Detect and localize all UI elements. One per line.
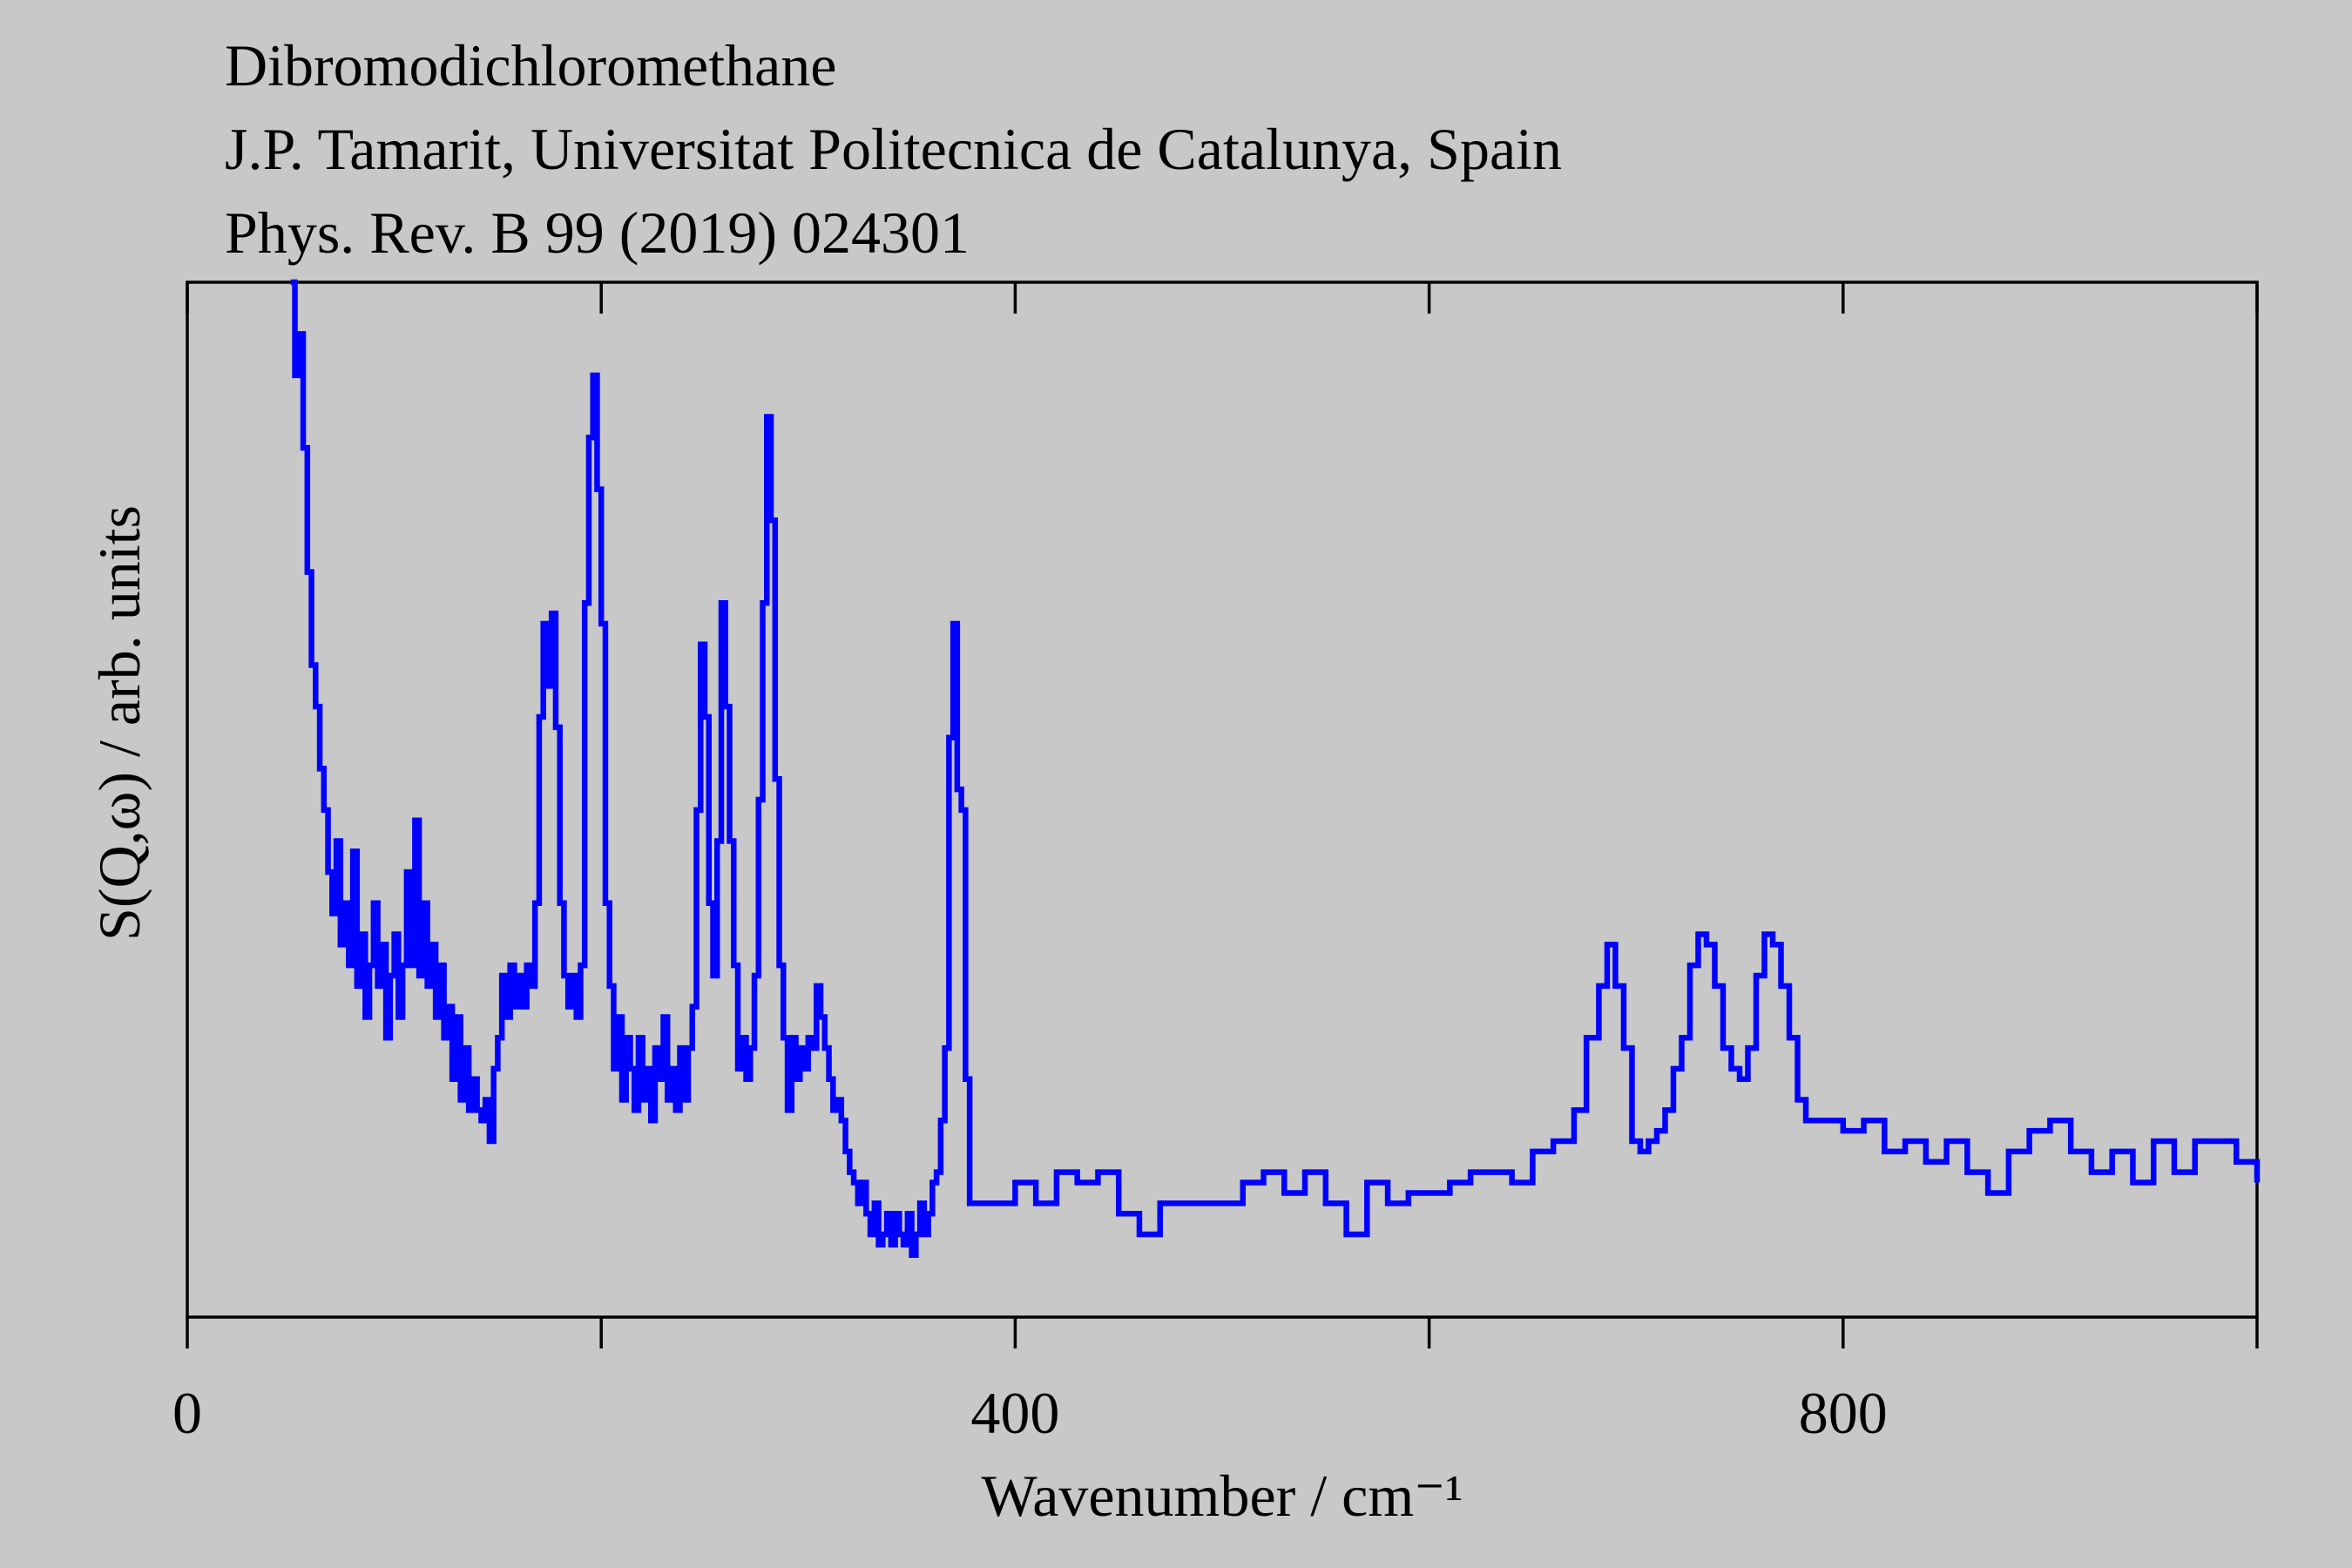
title-line: Phys. Rev. B 99 (2019) 024301	[225, 199, 970, 266]
y-axis-label: S(Q,ω) / arb. units	[86, 505, 152, 941]
title-line: J.P. Tamarit, Universitat Politecnica de…	[225, 116, 1562, 182]
spectrum-line	[290, 279, 2261, 1258]
x-tick-label: 800	[1799, 1380, 1888, 1446]
x-tick-label: 400	[970, 1380, 1059, 1446]
plot-frame	[186, 280, 2259, 1319]
x-tick-label: 0	[172, 1380, 202, 1446]
title-line: Dibromodichloromethane	[225, 32, 836, 98]
x-axis-label: Wavenumber / cm⁻¹	[981, 1463, 1463, 1529]
